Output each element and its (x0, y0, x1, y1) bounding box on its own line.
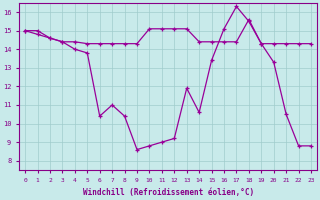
X-axis label: Windchill (Refroidissement éolien,°C): Windchill (Refroidissement éolien,°C) (83, 188, 254, 197)
